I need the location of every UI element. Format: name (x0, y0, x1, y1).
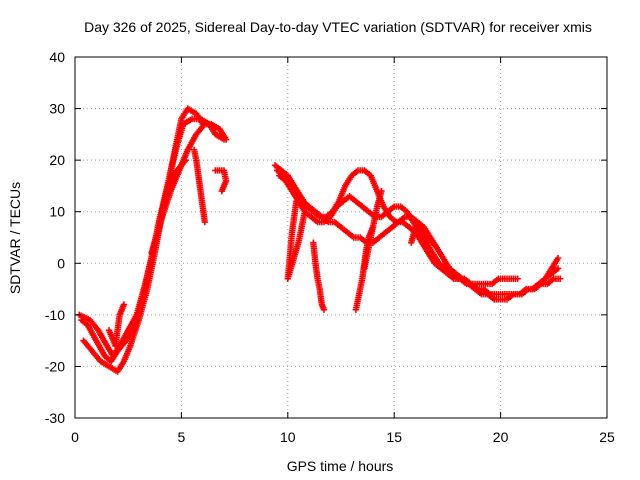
data-point-marker (554, 254, 562, 262)
data-point-marker (218, 187, 226, 195)
series-arc-9 (276, 172, 564, 298)
chart-title: Day 326 of 2025, Sidereal Day-to-day VTE… (84, 19, 592, 35)
data-point-marker (120, 301, 128, 308)
series-arc-4 (148, 156, 189, 257)
y-tick-label: 20 (49, 152, 65, 168)
data-point-marker (320, 306, 328, 313)
series-arc-13 (361, 187, 385, 272)
y-tick-label: 10 (49, 204, 65, 220)
y-tick-label: 30 (49, 101, 65, 117)
series-arc-6 (212, 167, 230, 195)
data-point-marker (433, 244, 440, 252)
data-point-marker (201, 218, 209, 226)
y-axis-title: SDTVAR / TECUs (7, 182, 23, 294)
data-point-marker (378, 187, 385, 195)
data-point-marker (301, 208, 309, 215)
axis-ticks: 0 5 10 15 20 25 -30 -20 -10 0 10 20 30 40 (45, 49, 615, 445)
y-tick-label: -10 (45, 307, 65, 323)
data-point-marker (554, 265, 562, 272)
x-tick-label: 25 (599, 429, 615, 445)
x-tick-label: 5 (178, 429, 186, 445)
y-tick-label: 0 (57, 255, 65, 271)
y-tick-label: -30 (45, 410, 65, 426)
series-arc-14 (408, 223, 440, 252)
y-tick-label: -20 (45, 358, 65, 374)
x-tick-label: 20 (493, 429, 509, 445)
data-point-marker (432, 243, 439, 250)
data-point-marker (556, 275, 564, 282)
series-arc-15 (529, 254, 562, 293)
x-tick-label: 0 (71, 429, 79, 445)
data-point-marker (182, 156, 189, 164)
data-point-marker (222, 136, 230, 143)
data-point-marker (181, 158, 188, 165)
series-arc-11 (310, 239, 328, 313)
x-tick-label: 10 (280, 429, 296, 445)
data-marks (76, 105, 564, 375)
data-point-marker (514, 275, 521, 282)
y-tick-label: 40 (49, 49, 65, 65)
x-axis-title: GPS time / hours (287, 458, 394, 474)
series-arc-5 (190, 146, 209, 226)
series-arc-16 (105, 301, 128, 349)
plot-frame (74, 56, 608, 419)
x-tick-label: 15 (386, 429, 402, 445)
series-arc-10 (284, 198, 309, 282)
